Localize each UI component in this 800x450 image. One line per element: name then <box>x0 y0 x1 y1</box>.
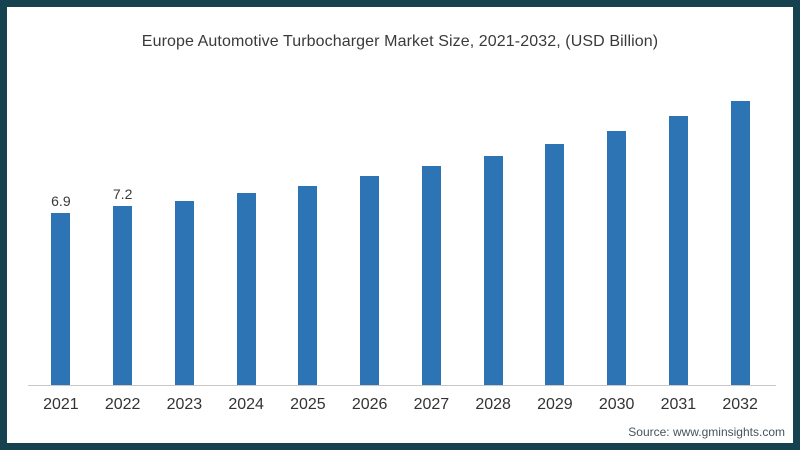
bar-group-2021: 6.9 <box>30 192 92 386</box>
x-tick-2031: 2031 <box>660 396 697 413</box>
bar-2028 <box>483 156 503 386</box>
x-tick-2022: 2022 <box>104 396 141 413</box>
x-tick-2029: 2029 <box>537 396 573 413</box>
source-credit: Source: www.gminsights.com <box>628 425 785 439</box>
bar-group-2024 <box>215 189 277 386</box>
bar-group-2023 <box>154 197 216 386</box>
bar-group-2026 <box>339 172 401 386</box>
bar-2030 <box>607 131 627 386</box>
x-axis-line <box>28 385 776 386</box>
bar-group-2029 <box>524 140 586 386</box>
bar-group-2032 <box>709 97 771 386</box>
bar-value-label-2021: 6.9 <box>51 192 71 209</box>
x-tick-2021: 2021 <box>43 396 79 413</box>
bar-2021 <box>51 213 71 386</box>
bar-group-2027 <box>401 162 463 386</box>
x-tick-2028: 2028 <box>475 396 511 413</box>
chart-title: Europe Automotive Turbocharger Market Si… <box>141 33 659 50</box>
bar-2023 <box>174 201 194 386</box>
bars-container: 6.9 7.2 <box>30 76 771 386</box>
x-tick-2032: 2032 <box>722 396 758 413</box>
bar-group-2031 <box>648 112 710 386</box>
bar-value-label-2022: 7.2 <box>112 185 133 202</box>
bar-2022 <box>113 206 133 386</box>
bar-2027 <box>421 166 441 386</box>
x-tick-2023: 2023 <box>166 396 203 413</box>
bar-group-2022: 7.2 <box>92 185 154 386</box>
bar-group-2028 <box>462 152 524 386</box>
bar-2024 <box>236 193 256 386</box>
x-tick-2027: 2027 <box>413 396 450 413</box>
x-tick-2030: 2030 <box>598 396 635 413</box>
x-axis-labels: 2021 2022 2023 2024 2025 2026 2027 2028 2029 2030… <box>30 396 771 414</box>
x-tick-2024: 2024 <box>228 396 264 413</box>
bar-2031 <box>668 116 688 386</box>
bar-group-2030 <box>586 127 648 386</box>
x-tick-2026: 2026 <box>351 396 388 413</box>
bar-2029 <box>545 144 565 386</box>
bar-2026 <box>360 176 380 386</box>
x-tick-2025: 2025 <box>290 396 326 413</box>
bar-group-2025 <box>277 182 339 386</box>
bar-2032 <box>730 101 750 386</box>
bar-2025 <box>298 186 318 386</box>
